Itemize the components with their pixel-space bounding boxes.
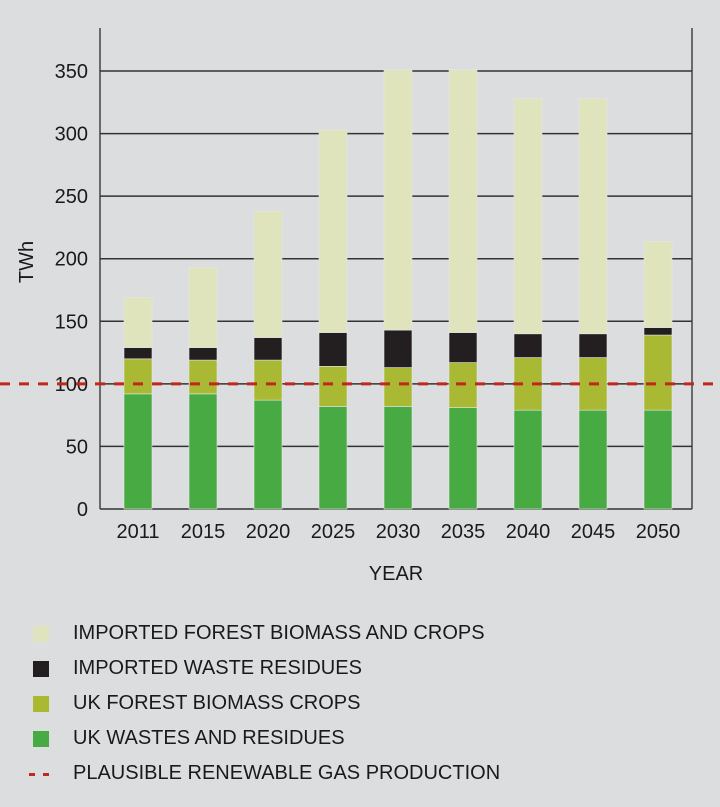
bar-segment <box>448 332 478 363</box>
legend-label: PLAUSIBLE RENEWABLE GAS PRODUCTION <box>73 762 501 784</box>
bar-segment <box>253 359 283 401</box>
bar-segment <box>253 337 283 361</box>
bar-segment <box>253 210 283 338</box>
bar-segment <box>383 406 413 510</box>
legend-label: IMPORTED FOREST BIOMASS AND CROPS <box>73 622 485 644</box>
stacked-bar-chart: 0 50 100 150 200 250 300 350 TWh YEAR 2011 2015 2020… <box>0 28 720 585</box>
legend-swatch <box>33 660 49 677</box>
bar-segment <box>188 359 218 395</box>
legend-label: UK FOREST BIOMASS CROPS <box>73 692 361 714</box>
legend-item-uk-wastes: UK WASTES AND RESIDUES <box>33 721 500 756</box>
x-tick-label: 2011 <box>116 521 159 543</box>
x-axis-title: YEAR <box>369 563 423 585</box>
x-tick-label: 2030 <box>376 521 421 543</box>
y-tick-label: 250 <box>55 186 88 208</box>
legend-swatch <box>33 625 49 642</box>
x-tick-label: 2045 <box>571 521 616 543</box>
legend-item-reference-line: PLAUSIBLE RENEWABLE GAS PRODUCTION <box>29 756 501 791</box>
bar-segment <box>578 333 608 358</box>
bar-segment <box>448 407 478 510</box>
y-tick-label: 300 <box>55 124 88 146</box>
x-tick-label: 2035 <box>441 521 486 543</box>
y-tick-label: 200 <box>55 249 88 271</box>
x-tick-label: 2015 <box>181 521 226 543</box>
x-tick-label: 2020 <box>246 521 291 543</box>
bar-segment <box>188 393 218 510</box>
legend-label: UK WASTES AND RESIDUES <box>73 727 345 749</box>
bar-segment <box>123 297 153 348</box>
bar-segment <box>643 409 673 510</box>
bar-segment <box>123 358 153 395</box>
legend: IMPORTED FOREST BIOMASS AND CROPS IMPORT… <box>29 616 501 791</box>
bar-segment <box>318 129 348 333</box>
x-tick-label: 2050 <box>636 521 681 543</box>
bar-segment <box>578 98 608 335</box>
bar-segment <box>188 267 218 348</box>
legend-swatch <box>33 695 49 712</box>
y-axis-title: TWh <box>16 241 38 283</box>
x-tick-label: 2025 <box>311 521 356 543</box>
y-tick-label: 0 <box>77 499 88 521</box>
bar-segment <box>123 393 153 510</box>
bar-segment <box>383 329 413 368</box>
bar-segment <box>513 333 543 358</box>
bar-segment <box>383 69 413 331</box>
y-tick-label: 50 <box>66 436 88 458</box>
bar-segment <box>643 240 673 328</box>
bar-segment <box>318 332 348 367</box>
x-tick-label: 2040 <box>506 521 551 543</box>
bar-segment <box>578 409 608 510</box>
legend-swatch <box>33 730 49 747</box>
bar-segment <box>383 367 413 407</box>
bar-segment <box>643 327 673 336</box>
bar-segment <box>318 406 348 510</box>
bar-segment <box>513 98 543 335</box>
bar-segment <box>123 347 153 360</box>
bar-segment <box>253 399 283 510</box>
legend-item-uk-forest: UK FOREST BIOMASS CROPS <box>33 686 500 721</box>
legend-item-imported-forest: IMPORTED FOREST BIOMASS AND CROPS <box>33 616 500 651</box>
legend-item-imported-waste: IMPORTED WASTE RESIDUES <box>33 651 500 686</box>
y-tick-label: 100 <box>55 374 88 396</box>
bar-segment <box>513 409 543 510</box>
legend-label: IMPORTED WASTE RESIDUES <box>73 657 362 679</box>
bar-segment <box>318 366 348 407</box>
bar-segment <box>188 347 218 361</box>
y-tick-label: 150 <box>55 311 88 333</box>
bar-segment <box>643 334 673 411</box>
bar-segment <box>448 69 478 333</box>
y-tick-label: 350 <box>55 61 88 83</box>
legend-dash-swatch <box>29 766 49 782</box>
